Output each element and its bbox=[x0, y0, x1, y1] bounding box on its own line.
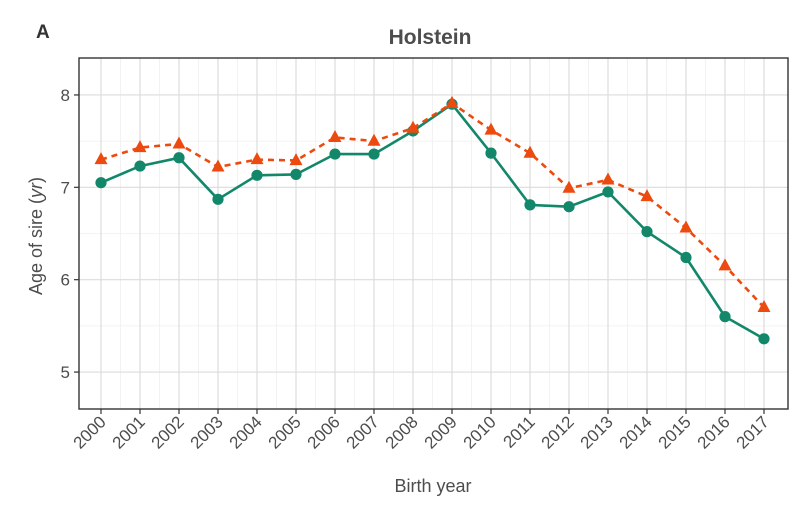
data-point-circle bbox=[290, 168, 302, 180]
data-point-triangle bbox=[718, 258, 732, 271]
x-tick-label: 2011 bbox=[500, 412, 539, 451]
data-point-triangle bbox=[679, 220, 693, 233]
data-point-circle bbox=[212, 193, 224, 205]
data-point-triangle bbox=[640, 189, 654, 202]
data-point-triangle bbox=[289, 153, 303, 166]
data-point-triangle bbox=[250, 152, 264, 165]
y-tick-label: 8 bbox=[61, 86, 70, 105]
x-tick-label: 2015 bbox=[655, 412, 695, 452]
x-tick-label: 2009 bbox=[421, 412, 461, 452]
series-layer bbox=[94, 95, 771, 345]
data-point-circle bbox=[173, 152, 185, 164]
x-tick-label: 2004 bbox=[226, 412, 266, 452]
series-triangle bbox=[94, 95, 771, 312]
y-axis: 5 6 7 8 bbox=[61, 86, 79, 382]
x-axis: 2000200120022003200420052006200720082009… bbox=[70, 409, 773, 453]
series-line bbox=[100, 102, 765, 309]
panel-label: A bbox=[36, 22, 50, 43]
x-tick-label: 2005 bbox=[265, 412, 305, 452]
x-tick-label: 2002 bbox=[148, 412, 188, 452]
y-tick-label: 6 bbox=[61, 271, 70, 290]
y-axis-title-prefix: Age of sire ( bbox=[26, 198, 46, 295]
data-point-triangle bbox=[523, 145, 537, 158]
data-point-circle bbox=[95, 177, 107, 189]
y-tick-label: 5 bbox=[61, 363, 70, 382]
data-point-circle bbox=[134, 160, 146, 172]
data-point-triangle bbox=[601, 172, 615, 185]
data-point-circle bbox=[251, 169, 263, 181]
y-axis-title: Age of sire (yr) bbox=[26, 177, 46, 295]
x-tick-label: 2000 bbox=[70, 412, 110, 452]
y-tick-label: 7 bbox=[61, 178, 70, 197]
data-point-triangle bbox=[211, 159, 225, 172]
x-tick-label: 2013 bbox=[577, 412, 617, 452]
x-tick-label: 2016 bbox=[694, 412, 734, 452]
data-point-circle bbox=[758, 333, 770, 345]
chart-title: Holstein bbox=[389, 26, 472, 49]
data-point-triangle bbox=[133, 140, 147, 153]
data-point-circle bbox=[329, 148, 341, 160]
x-axis-title: Birth year bbox=[394, 476, 471, 496]
data-point-circle bbox=[368, 148, 380, 160]
data-point-triangle bbox=[328, 129, 342, 142]
plot-panel-border bbox=[78, 57, 789, 410]
data-point-circle bbox=[641, 226, 653, 238]
data-point-triangle bbox=[757, 299, 771, 312]
data-point-circle bbox=[563, 201, 575, 213]
data-point-triangle bbox=[94, 152, 108, 165]
data-point-circle bbox=[680, 251, 692, 264]
data-point-circle bbox=[485, 147, 497, 159]
x-tick-label: 2006 bbox=[304, 412, 344, 452]
data-point-circle bbox=[524, 199, 536, 211]
x-tick-label: 2003 bbox=[187, 412, 227, 452]
data-point-triangle bbox=[172, 136, 186, 149]
data-point-circle bbox=[719, 311, 731, 323]
data-point-triangle bbox=[406, 120, 420, 133]
x-tick-label: 2001 bbox=[109, 412, 149, 452]
series-circle bbox=[95, 98, 770, 345]
x-tick-label: 2007 bbox=[343, 412, 383, 452]
grid bbox=[79, 58, 788, 409]
data-point-triangle bbox=[562, 180, 576, 193]
x-tick-label: 2012 bbox=[538, 412, 578, 452]
x-tick-label: 2017 bbox=[733, 412, 773, 452]
data-point-triangle bbox=[367, 133, 381, 146]
data-point-triangle bbox=[445, 95, 459, 108]
x-tick-label: 2008 bbox=[382, 412, 422, 452]
y-axis-title-unit: yr bbox=[26, 182, 46, 200]
data-point-triangle bbox=[484, 122, 498, 135]
data-point-circle bbox=[602, 186, 614, 198]
x-tick-label: 2014 bbox=[616, 412, 656, 452]
series-line bbox=[100, 102, 765, 340]
x-tick-label: 2010 bbox=[460, 412, 500, 452]
y-axis-title-suffix: ) bbox=[26, 177, 46, 183]
